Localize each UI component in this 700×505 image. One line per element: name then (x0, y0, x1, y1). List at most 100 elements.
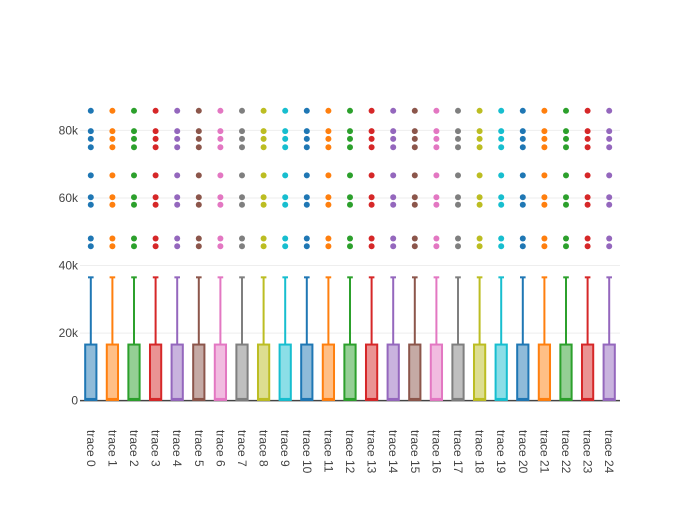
outlier-point (433, 201, 440, 208)
outlier-point (606, 194, 613, 201)
outlier-point (455, 243, 461, 250)
outlier-point (260, 128, 267, 135)
box-iqr (170, 343, 184, 401)
outlier-point (584, 144, 591, 151)
outlier-point (455, 128, 461, 135)
box-trace (408, 107, 422, 401)
outlier-point (174, 128, 181, 135)
outlier-point (282, 128, 289, 135)
outlier-point (239, 135, 245, 142)
x-tick-label: trace 9 (278, 430, 292, 467)
outlier-point (498, 144, 505, 151)
box-trace (537, 107, 552, 401)
outlier-point (476, 135, 483, 142)
outlier-point (152, 144, 159, 151)
outlier-point (368, 135, 375, 142)
outlier-point (541, 243, 548, 250)
outlier-point (411, 135, 418, 142)
outlier-point (131, 135, 137, 142)
x-tick-label: trace 23 (581, 430, 595, 474)
x-tick-label: trace 0 (84, 430, 98, 467)
outlier-point (282, 194, 289, 201)
outlier-point (541, 235, 548, 242)
outlier-point (411, 201, 418, 208)
outlier-point (260, 172, 267, 179)
box-trace (516, 107, 530, 401)
outlier-point (195, 194, 202, 201)
outlier-point (368, 243, 375, 250)
outlier-point (325, 135, 332, 142)
x-tick-label: trace 17 (451, 430, 465, 474)
outlier-point (87, 128, 94, 135)
outlier-point (390, 144, 397, 151)
outlier-point (260, 243, 267, 250)
outlier-point (498, 235, 505, 242)
box-iqr (580, 343, 595, 401)
outlier-point (325, 243, 332, 250)
box-iqr (192, 343, 206, 401)
outlier-point (195, 243, 202, 250)
outlier-point (282, 107, 289, 114)
outlier-point (303, 243, 310, 250)
outlier-point (433, 194, 440, 201)
outlier-point (174, 107, 181, 114)
box-iqr (278, 343, 292, 401)
outlier-point (303, 135, 310, 142)
outlier-point (498, 172, 505, 179)
outlier-point (195, 128, 202, 135)
outlier-point (606, 243, 613, 250)
outlier-point (303, 128, 310, 135)
outlier-point (87, 194, 94, 201)
outlier-point (541, 172, 548, 179)
box-iqr (408, 343, 422, 401)
box-iqr (429, 343, 444, 401)
outlier-point (303, 194, 310, 201)
outlier-point (563, 194, 569, 201)
outlier-point (152, 201, 159, 208)
box-trace (84, 107, 98, 401)
outlier-point (411, 172, 418, 179)
outlier-point (131, 194, 137, 201)
outlier-point (390, 201, 397, 208)
outlier-point (131, 107, 137, 114)
box-iqr (235, 343, 249, 401)
outlier-point (433, 172, 440, 179)
outlier-point (563, 172, 569, 179)
box-trace (559, 107, 573, 401)
outlier-point (519, 172, 526, 179)
outlier-point (390, 172, 397, 179)
y-tick-label: 0 (71, 394, 78, 408)
box-trace (343, 107, 357, 401)
outlier-point (152, 107, 159, 114)
x-tick-label: trace 11 (321, 430, 335, 473)
box-trace (256, 107, 271, 401)
outlier-point (411, 194, 418, 201)
outlier-point (390, 135, 397, 142)
outlier-point (606, 201, 613, 208)
outlier-point (260, 194, 267, 201)
x-tick-label: trace 5 (192, 430, 206, 467)
outlier-point (455, 144, 461, 151)
outlier-point (563, 135, 569, 142)
box-iqr (343, 343, 357, 401)
outlier-point (368, 235, 375, 242)
outlier-point (541, 128, 548, 135)
outlier-point (584, 128, 591, 135)
x-tick-label: trace 24 (602, 430, 616, 474)
outlier-point (131, 172, 137, 179)
y-axis: 0 20k 40k 60k 80k (59, 123, 79, 407)
box-iqr (256, 343, 271, 401)
outlier-point (347, 135, 353, 142)
outlier-point (390, 243, 397, 250)
outlier-point (195, 235, 202, 242)
outlier-point (476, 235, 483, 242)
outlier-point (498, 194, 505, 201)
outlier-point (303, 144, 310, 151)
outlier-point (87, 235, 94, 242)
outlier-point (87, 172, 94, 179)
outlier-point (584, 107, 591, 114)
outlier-point (433, 235, 440, 242)
outlier-point (563, 201, 569, 208)
x-axis: trace 0 trace 1 trace 2 trace 3 trace 4 trace… (84, 430, 616, 474)
outlier-point (347, 107, 353, 114)
